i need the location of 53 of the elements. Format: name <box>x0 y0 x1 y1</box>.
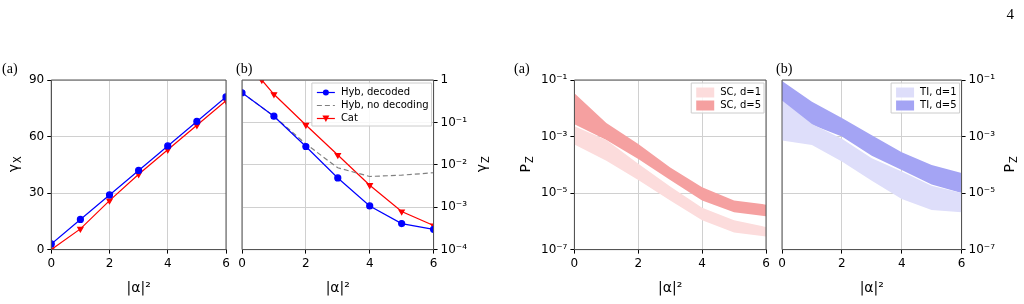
y2-tick-label: 10⁻⁵ <box>968 185 996 200</box>
y2-axis-title: PZ <box>1000 155 1019 173</box>
y-tick-label: 10⁻⁵ <box>540 185 568 200</box>
y-tick-label: 10⁻¹ <box>540 72 568 87</box>
y-tick-label: 0 <box>36 241 45 256</box>
x-tick-label: 6 <box>957 255 966 270</box>
y-tick-label: 10⁻³ <box>540 128 568 143</box>
y2-tick-label: 10⁻¹ <box>440 114 468 129</box>
legend-label: Hyb, no decoding <box>340 99 429 111</box>
x-tick-label: 4 <box>698 255 706 270</box>
y-axis-title: γX <box>4 156 23 173</box>
x-tick-label: 4 <box>897 255 906 270</box>
legend-label: Cat <box>340 112 358 124</box>
x-tick-label: 2 <box>105 255 114 270</box>
y2-tick-label: 10⁻³ <box>440 199 468 214</box>
y2-tick-label: 1 <box>440 72 449 87</box>
x-tick-label: 4 <box>365 255 374 270</box>
x-tick-label: 2 <box>634 255 643 270</box>
chart-title: (a) <box>2 60 18 77</box>
x-tick-label: 2 <box>302 255 310 270</box>
x-tick-label: 2 <box>838 255 846 270</box>
x-tick-label: 0 <box>778 255 786 270</box>
chart-title: (b) <box>776 60 793 77</box>
y-tick-label: 90 <box>28 72 45 87</box>
text: 4 <box>1006 6 1014 23</box>
x-tick-label: 0 <box>238 255 246 270</box>
x-axis-title: |α|² <box>325 278 350 296</box>
y-tick-label: 60 <box>28 128 45 143</box>
legend-label: SC, d=1 <box>720 86 761 98</box>
y-tick-label: 10⁻⁷ <box>540 241 568 256</box>
y2-tick-label: 10⁻⁴ <box>440 241 468 256</box>
x-axis-title: |α|² <box>859 278 884 296</box>
x-tick-label: 6 <box>222 255 230 270</box>
y2-tick-label: 10⁻⁷ <box>968 241 996 256</box>
y2-tick-label: 10⁻¹ <box>968 72 996 87</box>
legend-label: TI, d=5 <box>919 99 957 111</box>
y2-tick-label: 10⁻³ <box>968 128 996 143</box>
legend-label: Hyb, decoded <box>340 86 410 98</box>
x-tick-label: 4 <box>163 255 172 270</box>
y-tick-label: 30 <box>28 185 45 200</box>
y-axis-title: PZ <box>516 155 535 173</box>
x-tick-label: 0 <box>47 255 56 270</box>
y2-tick-label: 10⁻² <box>440 156 468 171</box>
x-tick-label: 0 <box>570 255 579 270</box>
x-axis-title: |α|² <box>126 278 151 296</box>
legend-label: SC, d=5 <box>720 99 761 111</box>
x-axis-title: |α|² <box>658 278 683 296</box>
legend-label: TI, d=1 <box>919 86 957 98</box>
chart-title: (b) <box>236 60 253 77</box>
x-tick-label: 6 <box>429 255 438 270</box>
chart-title: (a) <box>514 60 530 77</box>
x-tick-label: 6 <box>762 255 770 270</box>
y2-axis-title: γZ <box>472 156 491 173</box>
